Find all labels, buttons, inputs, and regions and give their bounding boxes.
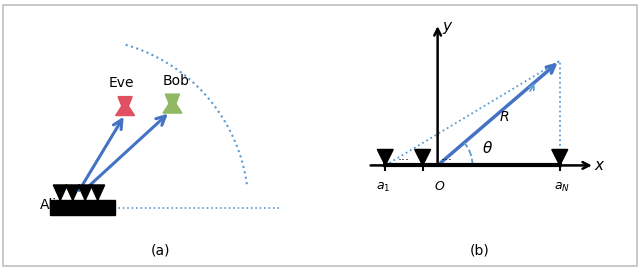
Text: Alice: Alice [40, 198, 74, 212]
Polygon shape [415, 150, 431, 165]
Polygon shape [118, 96, 132, 106]
Text: (a): (a) [150, 244, 170, 258]
Text: $x$: $x$ [594, 158, 605, 173]
Bar [51, 200, 115, 215]
Polygon shape [66, 185, 80, 200]
Text: $\theta$: $\theta$ [483, 140, 493, 156]
Text: Bob: Bob [163, 74, 189, 88]
Polygon shape [53, 185, 67, 200]
Text: (b): (b) [470, 244, 490, 258]
Polygon shape [552, 150, 568, 165]
Text: $O$: $O$ [435, 180, 446, 193]
Polygon shape [116, 106, 134, 115]
Polygon shape [163, 104, 182, 113]
Polygon shape [378, 150, 393, 165]
Polygon shape [91, 185, 105, 200]
Text: ...: ... [398, 150, 410, 163]
Text: ...: ... [440, 150, 452, 163]
Polygon shape [78, 185, 92, 200]
Polygon shape [165, 94, 180, 104]
Text: $a_1$: $a_1$ [376, 181, 390, 195]
Text: $y$: $y$ [442, 20, 453, 36]
Text: $a_N$: $a_N$ [554, 181, 570, 195]
Text: $R$: $R$ [499, 111, 509, 124]
Text: Eve: Eve [109, 76, 134, 90]
